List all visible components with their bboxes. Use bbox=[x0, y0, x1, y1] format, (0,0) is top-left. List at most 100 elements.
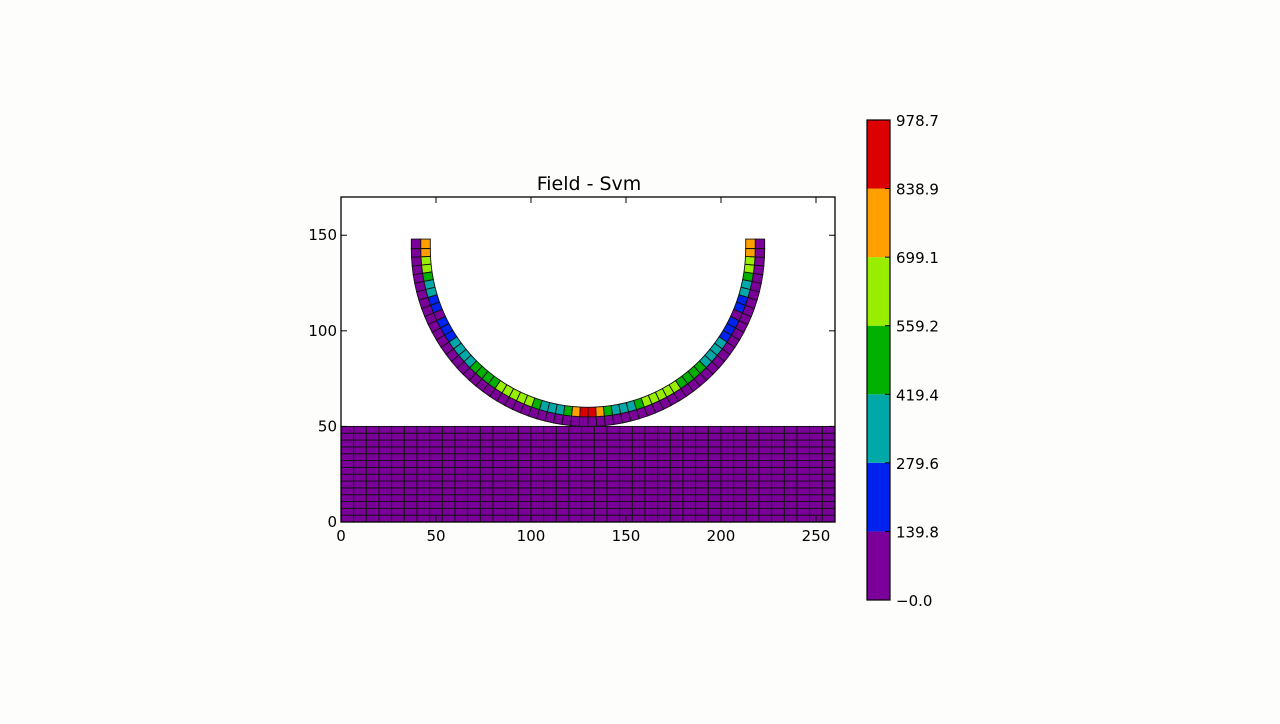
block-element bbox=[479, 514, 494, 523]
block-element bbox=[555, 480, 570, 489]
x-tick-label: 200 bbox=[707, 527, 736, 545]
block-element bbox=[745, 514, 760, 523]
block-element bbox=[429, 487, 443, 496]
block-element bbox=[492, 446, 507, 455]
block-element bbox=[771, 494, 785, 502]
block-element bbox=[340, 514, 355, 523]
block-element bbox=[720, 494, 735, 502]
block-element bbox=[479, 480, 494, 489]
block-element bbox=[606, 514, 621, 523]
block-element bbox=[492, 432, 507, 441]
block-element bbox=[505, 494, 519, 502]
x-tick-label: 150 bbox=[612, 527, 641, 545]
beam-element bbox=[744, 255, 756, 266]
block-element bbox=[771, 487, 785, 496]
colorbar-tick-label: 279.6 bbox=[896, 455, 939, 473]
block-element bbox=[517, 446, 532, 455]
block-element bbox=[606, 480, 621, 489]
block-element bbox=[416, 432, 431, 441]
block-element bbox=[682, 425, 697, 434]
block-element bbox=[378, 514, 393, 523]
block-element bbox=[758, 494, 773, 502]
block-element bbox=[809, 446, 823, 455]
block-element bbox=[619, 446, 633, 455]
block-element bbox=[581, 507, 595, 516]
block-element bbox=[669, 460, 684, 468]
block-element bbox=[606, 432, 621, 441]
colorbar-frame bbox=[866, 119, 891, 601]
block-element bbox=[353, 507, 367, 516]
block-element bbox=[593, 480, 608, 489]
block-element bbox=[416, 425, 431, 434]
beam-element bbox=[561, 414, 573, 427]
block-element bbox=[505, 501, 519, 509]
block-element bbox=[695, 514, 709, 523]
block-element bbox=[809, 453, 823, 462]
block-element bbox=[771, 466, 785, 475]
block-element bbox=[631, 501, 646, 509]
block-element bbox=[745, 446, 760, 455]
block-element bbox=[796, 453, 811, 462]
block-element bbox=[619, 460, 633, 468]
beam-element bbox=[411, 256, 423, 267]
block-element bbox=[391, 446, 405, 455]
y-tick-label: 50 bbox=[318, 417, 337, 435]
block-element bbox=[403, 494, 418, 502]
block-element bbox=[505, 432, 519, 441]
block-element bbox=[441, 494, 456, 502]
block-element bbox=[555, 453, 570, 462]
plot-area bbox=[340, 197, 836, 523]
block-element bbox=[454, 466, 469, 475]
x-tick-label: 100 bbox=[517, 527, 546, 545]
block-element bbox=[340, 507, 355, 516]
block-element bbox=[505, 480, 519, 489]
block-element bbox=[403, 453, 418, 462]
block-element bbox=[555, 439, 570, 448]
block-element bbox=[606, 501, 621, 509]
block-element bbox=[733, 453, 747, 462]
colorbar-tick-label: 699.1 bbox=[896, 249, 939, 267]
block-element bbox=[378, 425, 393, 434]
block-element bbox=[378, 487, 393, 496]
block-element bbox=[657, 425, 671, 434]
chart-title: Field - Svm bbox=[537, 173, 642, 195]
block-element bbox=[353, 446, 367, 455]
block-element bbox=[340, 460, 355, 468]
block-element bbox=[733, 439, 747, 448]
block-element bbox=[416, 460, 431, 468]
block-element bbox=[568, 501, 583, 509]
block-element bbox=[505, 487, 519, 496]
block-element bbox=[479, 487, 494, 496]
block-element bbox=[631, 432, 646, 441]
block-element bbox=[707, 507, 722, 516]
block-element bbox=[720, 473, 735, 482]
block-element bbox=[758, 446, 773, 455]
block-element bbox=[391, 439, 405, 448]
block-element bbox=[695, 487, 709, 496]
block-element bbox=[771, 460, 785, 468]
block-element bbox=[733, 466, 747, 475]
block-element bbox=[720, 425, 735, 434]
block-element bbox=[517, 453, 532, 462]
block-element bbox=[505, 439, 519, 448]
block-element bbox=[543, 446, 557, 455]
block-element bbox=[543, 473, 557, 482]
block-element bbox=[682, 446, 697, 455]
block-element bbox=[657, 466, 671, 475]
block-element bbox=[530, 460, 545, 468]
block-element bbox=[416, 446, 431, 455]
block-element bbox=[517, 473, 532, 482]
block-element bbox=[429, 507, 443, 516]
block-element bbox=[365, 460, 380, 468]
block-element bbox=[441, 460, 456, 468]
block-element bbox=[606, 466, 621, 475]
block-element bbox=[758, 514, 773, 523]
block-element bbox=[644, 494, 659, 502]
block-element bbox=[707, 453, 722, 462]
block-element bbox=[783, 453, 798, 462]
block-element bbox=[568, 453, 583, 462]
block-element bbox=[783, 446, 798, 455]
block-element bbox=[821, 501, 836, 509]
block-element bbox=[707, 439, 722, 448]
block-element bbox=[593, 432, 608, 441]
